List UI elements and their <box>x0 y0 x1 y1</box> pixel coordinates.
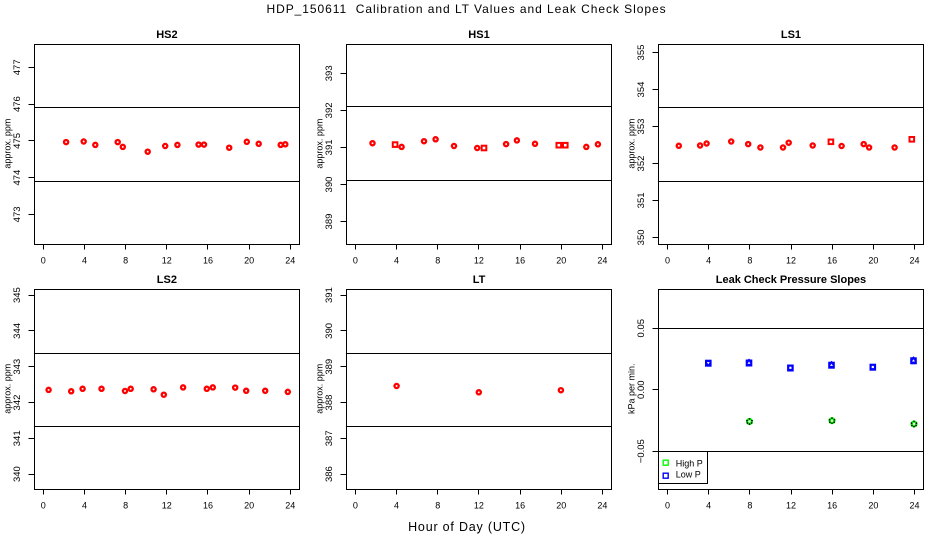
svg-text:8: 8 <box>435 255 440 265</box>
svg-text:390: 390 <box>324 177 335 193</box>
svg-text:351: 351 <box>636 192 647 208</box>
svg-text:20: 20 <box>868 255 878 265</box>
svg-text:393: 393 <box>324 65 335 81</box>
svg-text:20: 20 <box>244 255 254 265</box>
svg-text:16: 16 <box>827 500 837 510</box>
svg-text:341: 341 <box>12 430 23 446</box>
svg-text:389: 389 <box>324 214 335 230</box>
svg-text:HS2: HS2 <box>156 29 177 41</box>
svg-text:4: 4 <box>394 255 399 265</box>
svg-text:350: 350 <box>636 229 647 245</box>
svg-text:Leak Check Pressure Slopes: Leak Check Pressure Slopes <box>716 274 866 286</box>
svg-text:4: 4 <box>82 255 87 265</box>
svg-text:16: 16 <box>827 255 837 265</box>
svg-text:24: 24 <box>910 255 920 265</box>
svg-text:353: 353 <box>636 119 647 135</box>
svg-text:476: 476 <box>12 96 23 112</box>
svg-text:4: 4 <box>706 255 711 265</box>
svg-text:24: 24 <box>285 255 295 265</box>
svg-text:12: 12 <box>162 255 172 265</box>
svg-text:12: 12 <box>162 500 172 510</box>
svg-text:4: 4 <box>706 500 711 510</box>
svg-text:−0.05: −0.05 <box>636 439 647 463</box>
svg-text:20: 20 <box>244 500 254 510</box>
svg-text:Hour of Day (UTC): Hour of Day (UTC) <box>408 520 526 534</box>
svg-text:12: 12 <box>474 255 484 265</box>
svg-text:24: 24 <box>910 500 920 510</box>
svg-text:High P: High P <box>676 459 703 469</box>
svg-text:16: 16 <box>203 255 213 265</box>
svg-text:0: 0 <box>665 500 670 510</box>
svg-text:8: 8 <box>123 500 128 510</box>
svg-text:389: 389 <box>324 359 335 375</box>
svg-text:24: 24 <box>597 500 607 510</box>
svg-text:24: 24 <box>285 500 295 510</box>
svg-text:345: 345 <box>12 287 23 303</box>
svg-text:12: 12 <box>786 500 796 510</box>
svg-text:HS1: HS1 <box>468 29 489 41</box>
svg-text:LS1: LS1 <box>781 29 801 41</box>
svg-text:0: 0 <box>41 255 46 265</box>
svg-text:391: 391 <box>324 287 335 303</box>
svg-text:475: 475 <box>12 133 23 149</box>
svg-text:0: 0 <box>353 255 358 265</box>
svg-text:LT: LT <box>473 274 486 286</box>
svg-text:Low P: Low P <box>676 470 701 480</box>
svg-text:0.00: 0.00 <box>636 380 647 399</box>
svg-text:24: 24 <box>597 255 607 265</box>
svg-text:approx. ppm: approx. ppm <box>315 364 325 414</box>
svg-text:0: 0 <box>41 500 46 510</box>
svg-text:355: 355 <box>636 45 647 61</box>
svg-text:352: 352 <box>636 156 647 172</box>
svg-text:340: 340 <box>12 466 23 482</box>
svg-text:8: 8 <box>123 255 128 265</box>
svg-text:8: 8 <box>435 500 440 510</box>
svg-text:8: 8 <box>747 500 752 510</box>
svg-text:approx. ppm: approx. ppm <box>626 119 636 169</box>
svg-text:approx. ppm: approx. ppm <box>315 119 325 169</box>
svg-text:16: 16 <box>203 500 213 510</box>
svg-text:343: 343 <box>12 359 23 375</box>
svg-text:392: 392 <box>324 102 335 118</box>
svg-text:388: 388 <box>324 395 335 411</box>
svg-text:0.05: 0.05 <box>636 319 647 338</box>
svg-text:344: 344 <box>12 323 23 339</box>
svg-text:0: 0 <box>353 500 358 510</box>
svg-text:20: 20 <box>868 500 878 510</box>
svg-text:4: 4 <box>394 500 399 510</box>
svg-text:0: 0 <box>665 255 670 265</box>
svg-text:kPa per min.: kPa per min. <box>626 363 636 414</box>
svg-text:approx. ppm: approx. ppm <box>2 119 12 169</box>
svg-text:approx. ppm: approx. ppm <box>2 364 12 414</box>
svg-text:477: 477 <box>12 59 23 75</box>
svg-text:387: 387 <box>324 430 335 446</box>
svg-text:20: 20 <box>556 500 566 510</box>
svg-text:20: 20 <box>556 255 566 265</box>
svg-text:474: 474 <box>12 170 23 186</box>
svg-text:342: 342 <box>12 395 23 411</box>
svg-text:354: 354 <box>636 82 647 98</box>
svg-text:4: 4 <box>82 500 87 510</box>
svg-text:8: 8 <box>747 255 752 265</box>
svg-text:391: 391 <box>324 139 335 155</box>
svg-text:LS2: LS2 <box>157 274 177 286</box>
svg-text:HDP_150611 Calibration and LT: HDP_150611 Calibration and LT Values and… <box>266 2 666 16</box>
svg-text:386: 386 <box>324 466 335 482</box>
svg-text:16: 16 <box>515 500 525 510</box>
svg-text:473: 473 <box>12 206 23 222</box>
svg-text:390: 390 <box>324 323 335 339</box>
svg-text:16: 16 <box>515 255 525 265</box>
svg-text:12: 12 <box>786 255 796 265</box>
svg-text:12: 12 <box>474 500 484 510</box>
